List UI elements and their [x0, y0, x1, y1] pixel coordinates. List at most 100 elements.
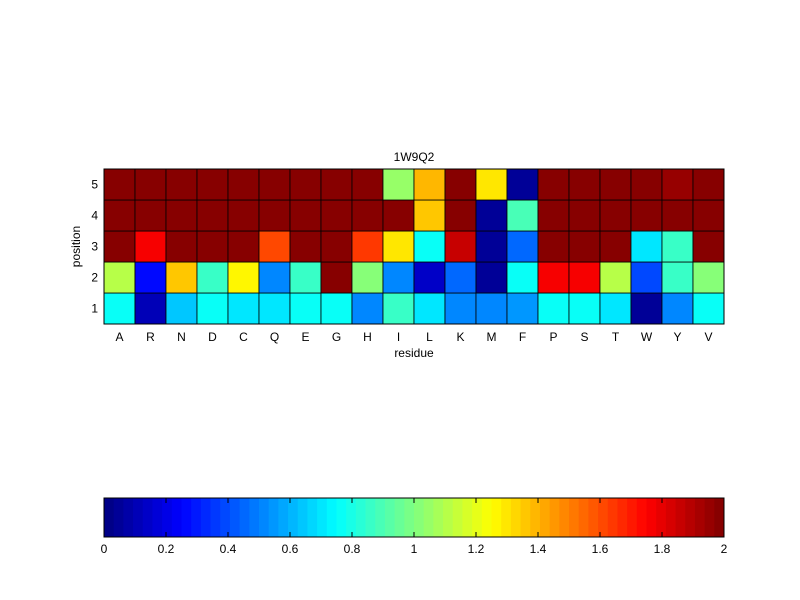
y-tick-label: 2: [91, 271, 98, 285]
colorbar-segment: [162, 498, 173, 537]
heatmap-frame: [103, 168, 725, 325]
colorbar-segment: [675, 498, 686, 537]
heatmap-axes: A R N D C Q E G H I L K M F P S T W Y V 1 2 3 4 5 1W9Q2 residue pos…: [69, 150, 725, 360]
heatmap-cell: [320, 168, 353, 201]
x-tick-label: K: [456, 330, 464, 344]
x-tick-label: N: [177, 330, 186, 344]
colorbar-segment: [268, 498, 279, 537]
heatmap-cell: [444, 230, 477, 263]
heatmap-cell: [351, 199, 384, 232]
colorbar-segment: [714, 498, 725, 537]
colorbar-segment: [559, 498, 570, 537]
x-tick-label: C: [239, 330, 248, 344]
colorbar-segment: [152, 498, 163, 537]
heatmap-cell: [258, 292, 291, 325]
heatmap-cell: [413, 261, 446, 294]
heatmap-cell: [475, 292, 508, 325]
colorbar-segment: [617, 498, 628, 537]
colorbar-tick-label: 1.6: [592, 542, 609, 556]
colorbar-segment: [210, 498, 221, 537]
x-tick-label: Y: [673, 330, 681, 344]
heatmap-cell: [227, 168, 260, 201]
heatmap-cell: [413, 292, 446, 325]
x-tick-label: S: [580, 330, 588, 344]
y-tick-label: 1: [91, 302, 98, 316]
heatmap-cell: [692, 168, 725, 201]
heatmap-cell: [134, 168, 167, 201]
heatmap-cell: [258, 168, 291, 201]
heatmap-cell: [537, 199, 570, 232]
x-tick-label: P: [549, 330, 557, 344]
colorbar: 0 0.2 0.4 0.6 0.8 1 1.2 1.4 1.6 1.8 2: [101, 497, 728, 556]
colorbar-segment: [462, 498, 473, 537]
x-tick-label: H: [363, 330, 372, 344]
heatmap-cell: [661, 292, 694, 325]
colorbar-tick-label: 1.4: [530, 542, 547, 556]
colorbar-segment: [200, 498, 211, 537]
colorbar-segment: [171, 498, 182, 537]
x-tick-label: F: [519, 330, 526, 344]
colorbar-tick-label: 2: [721, 542, 728, 556]
colorbar-segment: [636, 498, 647, 537]
heatmap-cell: [661, 168, 694, 201]
heatmap-cell: [103, 230, 136, 263]
x-tick-label: L: [426, 330, 433, 344]
y-tick-label: 3: [91, 240, 98, 254]
heatmap-cell: [599, 261, 632, 294]
x-tick-label: E: [301, 330, 309, 344]
x-tick-label: W: [641, 330, 653, 344]
colorbar-segment: [113, 498, 124, 537]
heatmap-cell: [475, 230, 508, 263]
heatmap-cell: [258, 230, 291, 263]
colorbar-segment: [598, 498, 609, 537]
colorbar-tick-label: 0.6: [282, 542, 299, 556]
heatmap-cell: [568, 230, 601, 263]
heatmap-cell: [413, 168, 446, 201]
colorbar-segment: [259, 498, 270, 537]
heatmap-cell: [196, 292, 229, 325]
heatmap-cell: [444, 292, 477, 325]
heatmap-cell: [475, 199, 508, 232]
heatmap-cell: [444, 168, 477, 201]
y-tick-label: 5: [91, 178, 98, 192]
colorbar-segment: [704, 498, 715, 537]
heatmap-cell: [506, 292, 539, 325]
colorbar-segment: [239, 498, 250, 537]
colorbar-segment: [665, 498, 676, 537]
colorbar-tick-label: 0: [101, 542, 108, 556]
heatmap-cell: [692, 261, 725, 294]
colorbar-segment: [501, 498, 512, 537]
heatmap-cell: [475, 168, 508, 201]
colorbar-segment: [220, 498, 231, 537]
heatmap-cell: [537, 168, 570, 201]
heatmap-cell: [351, 292, 384, 325]
heatmap-cell: [351, 230, 384, 263]
heatmap-cell: [444, 261, 477, 294]
heatmap-cell: [568, 199, 601, 232]
heatmap-cell: [227, 292, 260, 325]
colorbar-segment: [104, 498, 115, 537]
colorbar-segment: [307, 498, 318, 537]
heatmap-cell: [630, 168, 663, 201]
heatmap-cell: [134, 292, 167, 325]
heatmap-cell: [320, 261, 353, 294]
colorbar-segment: [569, 498, 580, 537]
x-axis-label: residue: [394, 346, 434, 360]
colorbar-segment: [510, 498, 521, 537]
x-tick-label: V: [704, 330, 712, 344]
heatmap-cell: [599, 230, 632, 263]
heatmap-cell: [568, 168, 601, 201]
colorbar-segment: [346, 498, 357, 537]
colorbar-segment: [278, 498, 289, 537]
heatmap-cell: [568, 292, 601, 325]
heatmap-cell: [165, 292, 198, 325]
heatmap-cell: [165, 261, 198, 294]
x-tick-label: I: [397, 330, 400, 344]
x-tick-label: T: [612, 330, 620, 344]
heatmap-cell: [382, 230, 415, 263]
colorbar-segment: [229, 498, 241, 537]
colorbar-segment: [443, 498, 454, 537]
colorbar-segment: [685, 498, 696, 537]
colorbar-segment: [249, 498, 260, 537]
